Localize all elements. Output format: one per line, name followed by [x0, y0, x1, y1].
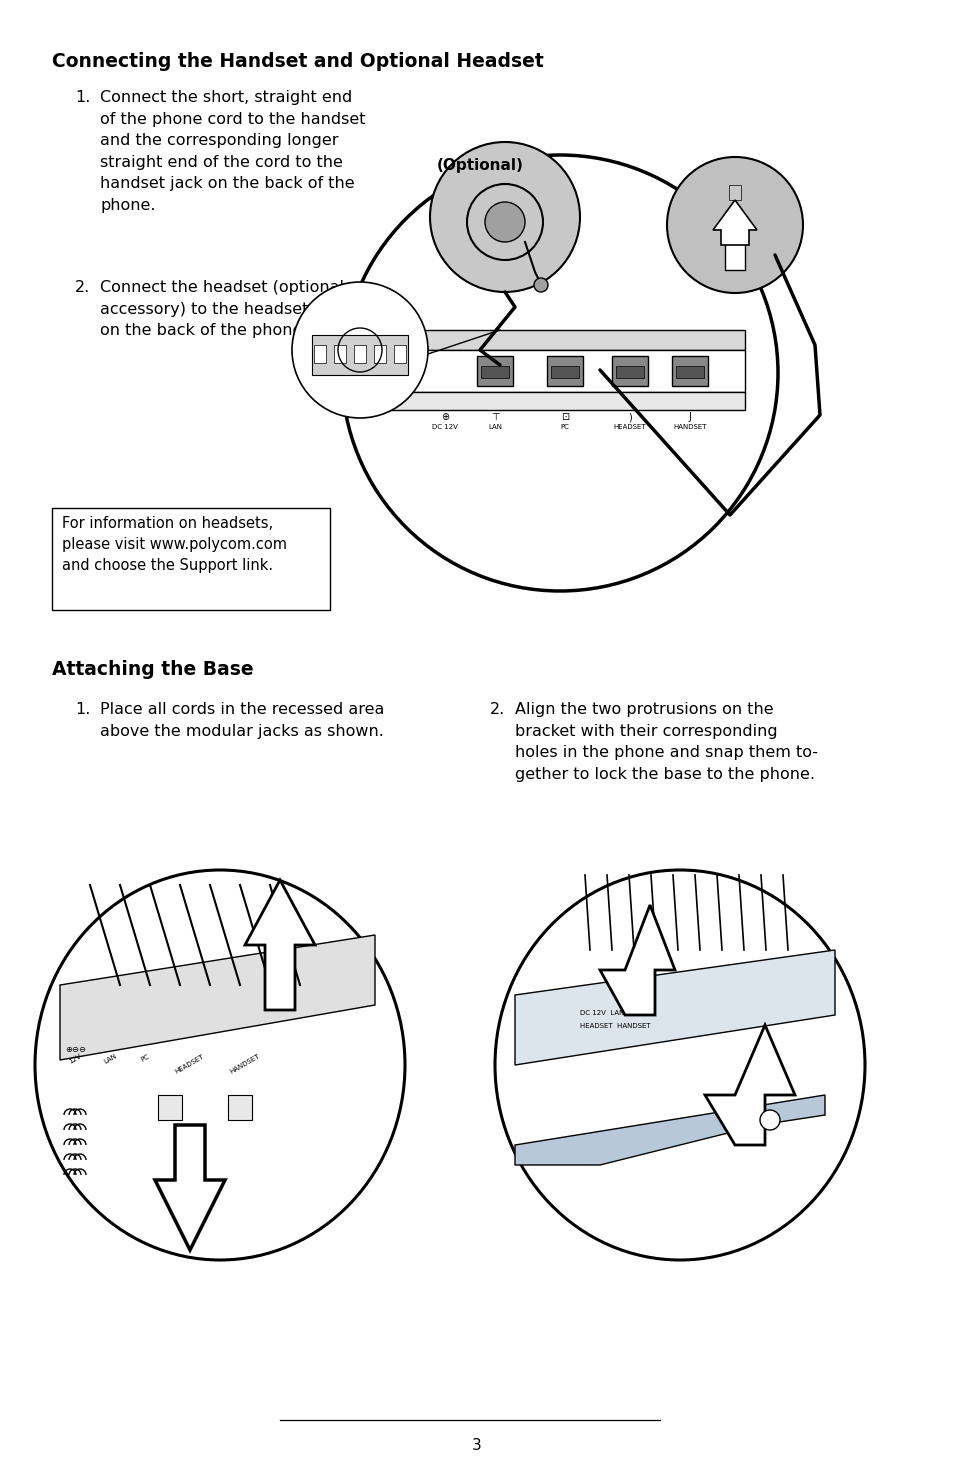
Text: 1.: 1. — [75, 702, 91, 717]
Bar — [312, 335, 408, 375]
Polygon shape — [712, 201, 757, 245]
Polygon shape — [599, 906, 675, 1015]
FancyBboxPatch shape — [52, 507, 330, 611]
Text: ): ) — [627, 412, 631, 422]
Bar — [314, 345, 326, 363]
Bar — [375, 392, 744, 410]
Polygon shape — [245, 881, 314, 1010]
Text: Align the two protrusions on the
bracket with their corresponding
holes in the p: Align the two protrusions on the bracket… — [515, 702, 817, 782]
Text: 1.: 1. — [75, 90, 91, 105]
Bar — [354, 345, 366, 363]
Circle shape — [484, 202, 524, 242]
Text: DC 12V  LAN: DC 12V LAN — [579, 1010, 623, 1016]
Bar — [616, 366, 643, 378]
Circle shape — [341, 155, 778, 591]
Text: HANDSET: HANDSET — [673, 423, 706, 431]
Text: HEADSET: HEADSET — [174, 1053, 206, 1074]
Bar — [228, 1094, 252, 1120]
Text: HEADSET  HANDSET: HEADSET HANDSET — [579, 1024, 650, 1030]
Circle shape — [395, 361, 415, 381]
Text: J: J — [688, 412, 691, 422]
Bar — [375, 330, 744, 350]
Bar — [158, 1094, 182, 1120]
Polygon shape — [704, 1025, 794, 1145]
Bar — [612, 355, 647, 386]
Text: 2.: 2. — [490, 702, 505, 717]
Text: ⊕⊖⊖: ⊕⊖⊖ — [65, 1044, 86, 1055]
Bar — [334, 345, 346, 363]
Text: For information on headsets,
please visit www.polycom.com
and choose the Support: For information on headsets, please visi… — [62, 516, 287, 572]
Bar — [546, 355, 582, 386]
Ellipse shape — [495, 870, 864, 1260]
Text: Attaching the Base: Attaching the Base — [52, 659, 253, 679]
Bar — [394, 345, 406, 363]
Text: ⊡: ⊡ — [560, 412, 569, 422]
Bar — [375, 350, 744, 392]
Circle shape — [666, 156, 802, 294]
Bar — [551, 366, 578, 378]
Text: PC: PC — [560, 423, 569, 431]
Text: 2.: 2. — [75, 280, 91, 295]
Bar — [676, 366, 703, 378]
Bar — [374, 345, 386, 363]
Text: LAN: LAN — [102, 1053, 117, 1065]
Text: Place all cords in the recessed area
above the modular jacks as shown.: Place all cords in the recessed area abo… — [100, 702, 384, 739]
Text: LAN: LAN — [488, 423, 501, 431]
Text: HEADSET: HEADSET — [613, 423, 645, 431]
Text: Connect the headset (optional
accessory) to the headset jack
on the back of the : Connect the headset (optional accessory)… — [100, 280, 346, 338]
Bar — [480, 366, 509, 378]
Bar — [671, 355, 707, 386]
Text: 3: 3 — [472, 1438, 481, 1453]
Text: DC 12V: DC 12V — [432, 423, 457, 431]
Bar — [724, 220, 744, 270]
Text: (Optional): (Optional) — [436, 158, 523, 173]
Circle shape — [760, 1111, 780, 1130]
Text: HANDSET: HANDSET — [229, 1053, 261, 1075]
Polygon shape — [154, 1125, 225, 1249]
Bar — [476, 355, 513, 386]
Ellipse shape — [35, 870, 405, 1260]
Text: 12V: 12V — [68, 1053, 82, 1065]
Polygon shape — [60, 935, 375, 1061]
Text: PC: PC — [139, 1053, 151, 1062]
Text: ⊤: ⊤ — [490, 412, 498, 422]
Text: ⊕: ⊕ — [440, 412, 449, 422]
Circle shape — [292, 282, 428, 417]
Bar — [728, 184, 740, 201]
Circle shape — [430, 142, 579, 292]
Circle shape — [399, 366, 410, 376]
Polygon shape — [515, 950, 834, 1065]
Text: Connecting the Handset and Optional Headset: Connecting the Handset and Optional Head… — [52, 52, 543, 71]
Text: Connect the short, straight end
of the phone cord to the handset
and the corresp: Connect the short, straight end of the p… — [100, 90, 365, 212]
Polygon shape — [515, 1094, 824, 1165]
Circle shape — [534, 277, 547, 292]
